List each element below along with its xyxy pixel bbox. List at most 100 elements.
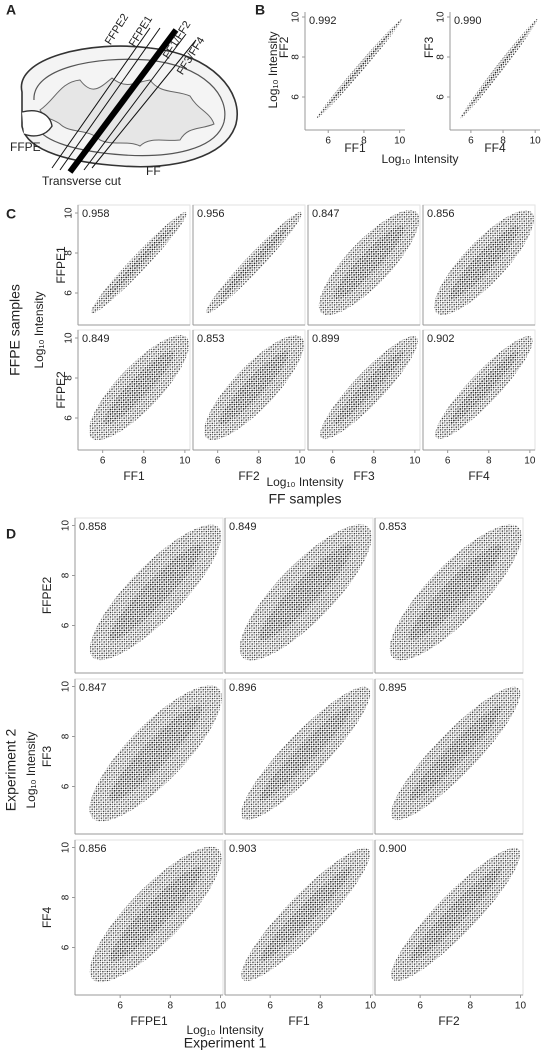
panel-label: C: [6, 206, 16, 222]
y-tick-label: 8: [436, 54, 447, 60]
correlation-label: 0.847: [312, 208, 340, 220]
x-label: FF4: [484, 141, 506, 155]
x-group-title: FF samples: [268, 491, 341, 507]
y-group-title: FFPE samples: [7, 284, 23, 376]
kidney-cortex: [33, 58, 226, 157]
cut-label: Transverse cut: [42, 174, 122, 188]
y-tick-label: 8: [61, 572, 72, 578]
cut-line: [83, 33, 187, 171]
col-label: FF4: [468, 469, 490, 483]
point-cloud-core: [259, 706, 352, 801]
y-tick-label: 8: [61, 894, 72, 900]
correlation-label: 0.849: [82, 333, 110, 345]
ffpe-label: FFPE: [10, 140, 41, 154]
x-tick-label: 8: [168, 1001, 174, 1012]
panel-label: D: [6, 526, 16, 542]
x-tick-label: 10: [409, 456, 421, 467]
x-tick-label: 6: [445, 456, 451, 467]
x-tick-label: 6: [215, 456, 221, 467]
x-tick-label: 10: [179, 456, 191, 467]
correlation-label: 0.895: [379, 682, 407, 694]
correlation-label: 0.856: [79, 843, 107, 855]
point-cloud-core: [219, 226, 289, 299]
correlation-label: 0.853: [197, 333, 225, 345]
x-tick-label: 6: [100, 456, 106, 467]
point-cloud-core: [104, 350, 175, 425]
correlation-label: 0.903: [229, 843, 257, 855]
col-label: FF1: [123, 469, 145, 483]
point-cloud-core: [334, 225, 405, 300]
point-cloud-core: [259, 867, 352, 962]
x-tick-label: 6: [117, 1001, 123, 1012]
x-tick-label: 10: [365, 1001, 377, 1012]
x-tick-label: 8: [318, 1001, 324, 1012]
x-tick-label: 8: [486, 456, 492, 467]
correlation-label: 0.849: [229, 521, 257, 533]
cut-line: [59, 27, 161, 171]
row-label: FFPE1: [54, 246, 68, 284]
y-title: Log₁₀ Intensity: [32, 291, 46, 368]
cut-line: [51, 27, 151, 169]
x-group-title: Experiment 1: [184, 1035, 267, 1050]
y-tick-label: 10: [61, 842, 72, 854]
y-tick-label: 6: [61, 783, 72, 789]
x-tick-label: 10: [530, 136, 542, 147]
x-label: FF1: [344, 141, 366, 155]
x-tick-label: 8: [141, 456, 147, 467]
panel-label: B: [255, 2, 265, 18]
x-title: Log₁₀ Intensity: [266, 475, 343, 489]
x-tick-label: 6: [267, 1001, 273, 1012]
x-tick-label: 8: [361, 136, 367, 147]
point-cloud-core: [219, 350, 290, 425]
x-title: Log₁₀ Intensity: [186, 1023, 263, 1037]
x-tick-label: 8: [500, 136, 506, 147]
row-label: FFPE2: [54, 371, 68, 409]
y-tick-label: 8: [291, 54, 302, 60]
correlation-label: 0.896: [229, 682, 257, 694]
y-label: FF2: [277, 36, 291, 58]
y-title: Log₁₀ Intensity: [24, 731, 38, 808]
x-tick-label: 10: [215, 1001, 227, 1012]
y-tick-label: 10: [61, 520, 72, 532]
col-label: FF1: [288, 1014, 310, 1028]
correlation-label: 0.958: [82, 208, 110, 220]
correlation-label: 0.956: [197, 208, 225, 220]
point-cloud-core: [109, 866, 202, 963]
correlation-label: 0.900: [379, 843, 407, 855]
point-cloud-core: [259, 544, 352, 641]
kidney-hilum: [21, 110, 53, 137]
kidney-diagram: A FFPE2 FFPE1 FF1/FF2 FF3/FF4 FFPE FF Tr…: [6, 2, 238, 188]
row-label: FF4: [40, 907, 54, 929]
y-tick-label: 10: [436, 11, 447, 23]
y-label: FF3: [422, 36, 436, 58]
y-tick-label: 10: [61, 681, 72, 693]
correlation-label: 0.847: [79, 682, 107, 694]
y-tick-label: 6: [64, 415, 75, 421]
x-tick-label: 10: [394, 136, 406, 147]
correlation-label: 0.899: [312, 333, 340, 345]
cut-line: [91, 39, 197, 169]
x-title: Log₁₀ Intensity: [381, 152, 458, 166]
col-label: FFPE1: [130, 1014, 168, 1028]
col-label: FF3: [353, 469, 375, 483]
y-tick-label: 8: [64, 375, 75, 381]
x-tick-label: 8: [468, 1001, 474, 1012]
point-cloud-core: [449, 351, 519, 425]
x-tick-label: 10: [515, 1001, 527, 1012]
x-tick-label: 8: [256, 456, 262, 467]
cut-band: [67, 28, 179, 174]
correlation-label: 0.992: [309, 15, 337, 27]
correlation-label: 0.990: [454, 15, 482, 27]
y-group-title: Experiment 2: [3, 729, 19, 812]
y-tick-label: 6: [436, 94, 447, 100]
correlation-label: 0.853: [379, 521, 407, 533]
point-cloud-core: [471, 32, 527, 105]
point-cloud-core: [409, 867, 502, 962]
point-cloud-core: [409, 706, 502, 801]
y-tick-label: 8: [64, 250, 75, 256]
point-cloud-core: [334, 351, 404, 425]
y-tick-label: 6: [61, 944, 72, 950]
x-tick-label: 10: [524, 456, 536, 467]
point-cloud-core: [104, 226, 174, 299]
